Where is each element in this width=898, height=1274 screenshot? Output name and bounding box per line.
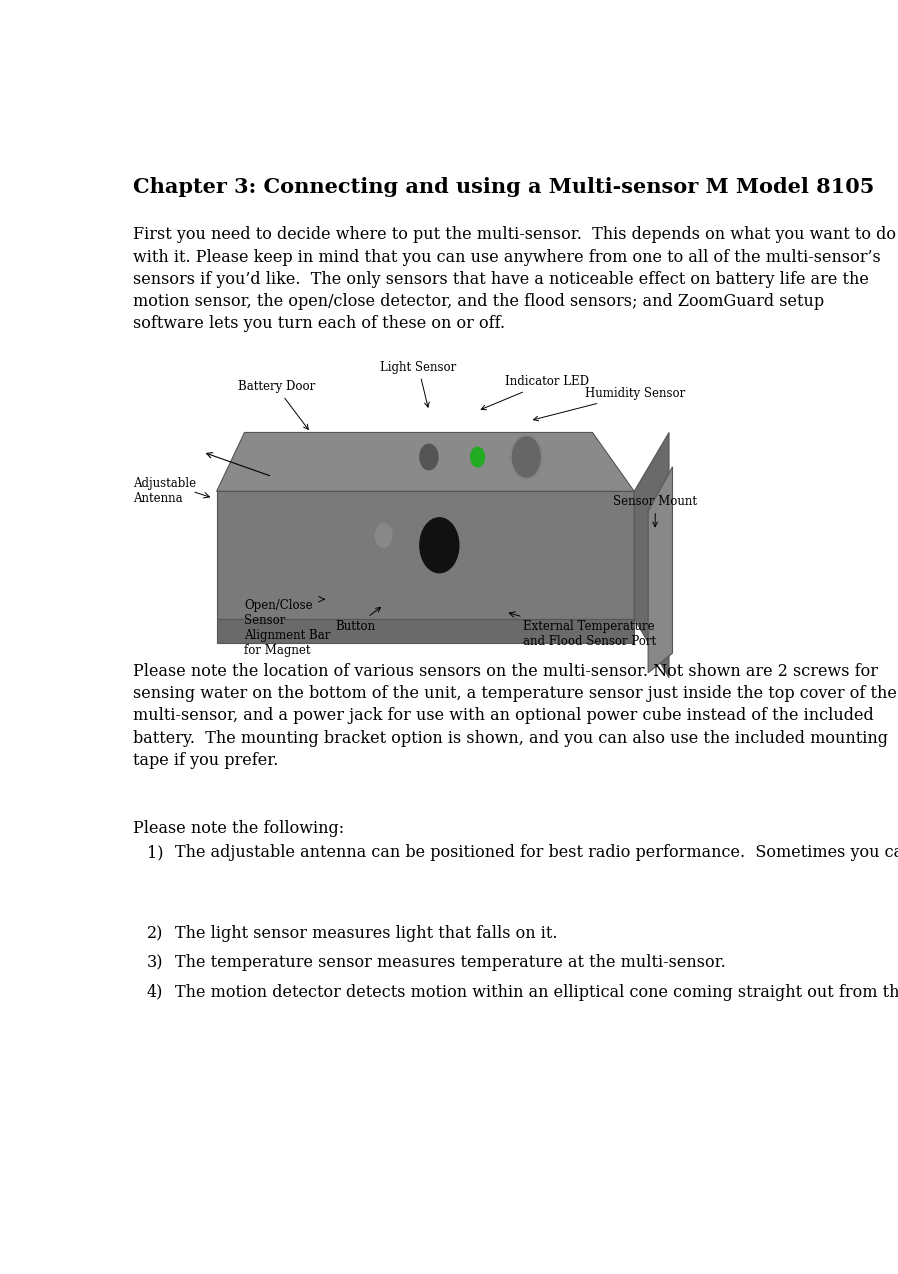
Text: Please note the following:: Please note the following: xyxy=(133,820,344,837)
Circle shape xyxy=(375,524,392,548)
Text: Humidity Sensor: Humidity Sensor xyxy=(533,387,686,420)
Circle shape xyxy=(511,436,541,479)
Text: Button: Button xyxy=(335,608,381,633)
Text: 1): 1) xyxy=(147,845,163,861)
Text: The temperature sensor measures temperature at the multi-sensor.: The temperature sensor measures temperat… xyxy=(175,954,726,971)
Polygon shape xyxy=(216,619,634,643)
Text: The light sensor measures light that falls on it.: The light sensor measures light that fal… xyxy=(175,925,558,941)
Text: Indicator LED: Indicator LED xyxy=(481,376,589,410)
Circle shape xyxy=(420,445,438,470)
Text: 3): 3) xyxy=(147,954,163,971)
Text: 2): 2) xyxy=(147,925,163,941)
Text: Sensor Mount: Sensor Mount xyxy=(613,496,698,526)
Circle shape xyxy=(420,517,459,573)
Text: Open/Close
Sensor
Alignment Bar
for Magnet: Open/Close Sensor Alignment Bar for Magn… xyxy=(244,599,330,657)
Text: The adjustable antenna can be positioned for best radio performance.  Sometimes : The adjustable antenna can be positioned… xyxy=(175,845,898,861)
Polygon shape xyxy=(648,466,673,673)
Text: Chapter 3: Connecting and using a Multi-sensor M Model 8105: Chapter 3: Connecting and using a Multi-… xyxy=(133,177,875,197)
Polygon shape xyxy=(216,432,634,492)
Text: Light Sensor: Light Sensor xyxy=(380,361,456,408)
Text: 4): 4) xyxy=(147,984,163,1001)
Text: The motion detector detects motion within an elliptical cone coming straight out: The motion detector detects motion withi… xyxy=(175,984,898,1001)
Text: Adjustable
Antenna: Adjustable Antenna xyxy=(133,478,197,506)
Text: Battery Door: Battery Door xyxy=(237,380,315,429)
Polygon shape xyxy=(634,432,669,678)
Text: Please note the location of various sensors on the multi-sensor. Not shown are 2: Please note the location of various sens… xyxy=(133,662,897,768)
Circle shape xyxy=(471,447,485,466)
Polygon shape xyxy=(216,492,634,619)
Text: External Temperature
and Flood Sensor Port: External Temperature and Flood Sensor Po… xyxy=(523,620,656,647)
Text: First you need to decide where to put the multi-sensor.  This depends on what yo: First you need to decide where to put th… xyxy=(133,227,896,333)
